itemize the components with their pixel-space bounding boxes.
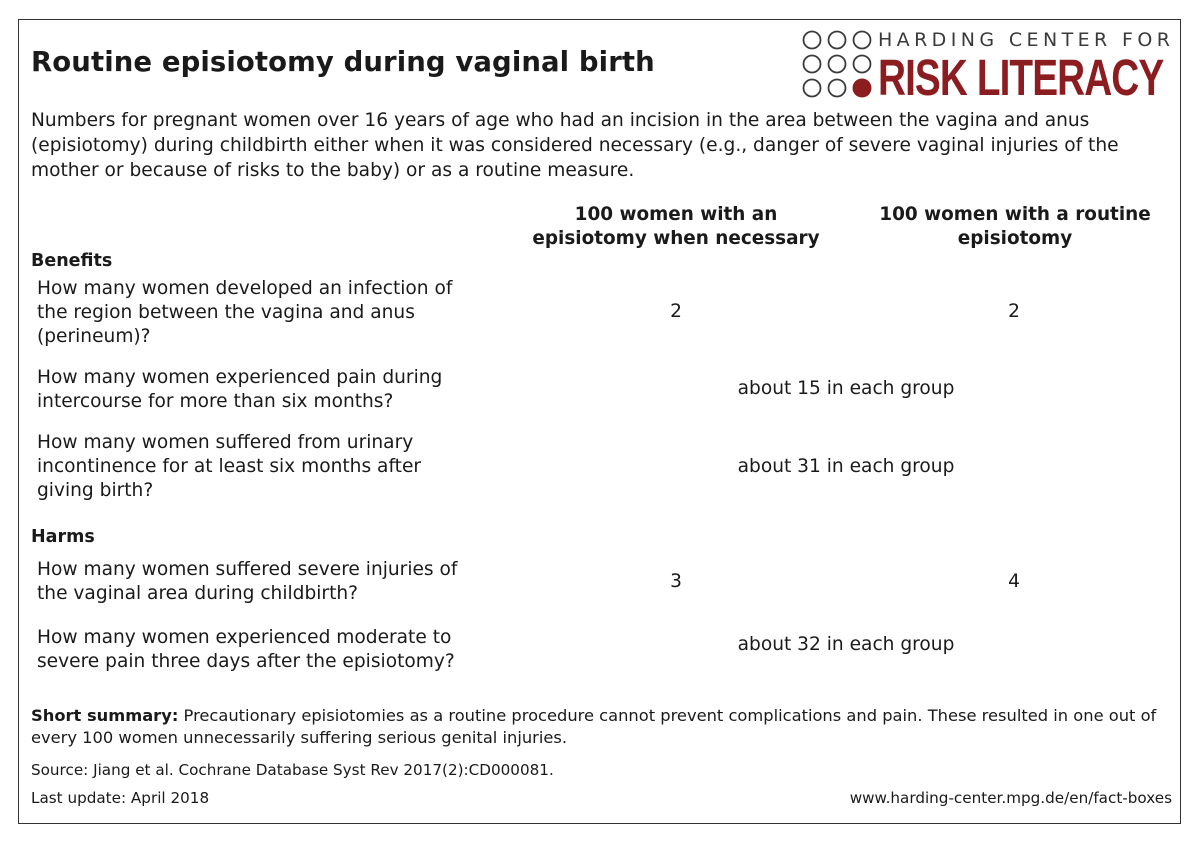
column-header-routine: 100 women with a routine episiotomy — [845, 203, 1185, 251]
question-line: intercourse for more than six months? — [37, 391, 394, 412]
last-update: Last update: April 2018 — [31, 789, 210, 807]
page-title: Routine episiotomy during vaginal birth — [31, 46, 655, 78]
question-line: incontinence for at least six months aft… — [37, 456, 422, 477]
question-line: How many women experienced moderate to — [37, 627, 452, 648]
harding-center-logo: HARDING CENTER FOR RISK LITERACY — [800, 28, 1175, 106]
column-header-line: 100 women with an — [574, 204, 778, 225]
question-line: giving birth? — [37, 480, 154, 501]
value-moderate-pain-both: about 32 in each group — [737, 634, 955, 655]
value-infection-necessary: 2 — [670, 301, 682, 322]
column-header-line: 100 women with a routine — [879, 204, 1151, 225]
fact-boxes-url[interactable]: www.harding-center.mpg.de/en/fact-boxes — [849, 789, 1172, 807]
question-line: severe pain three days after the episiot… — [37, 651, 455, 672]
value-severe-injuries-necessary: 3 — [670, 571, 682, 592]
column-header-necessary: 100 women with an episiotomy when necess… — [506, 203, 846, 251]
intro-text: Numbers for pregnant women over 16 years… — [31, 110, 1119, 181]
value-incontinence-both: about 31 in each group — [737, 456, 955, 477]
fact-box-frame — [18, 19, 1181, 824]
column-header-line: episiotomy — [957, 228, 1073, 249]
benefits-heading: Benefits — [31, 251, 113, 271]
summary-text: Precautionary episiotomies as a routine … — [31, 706, 1157, 747]
question-line: How many women suffered from urinary — [37, 432, 414, 453]
harm-question-moderate-pain: How many women experienced moderate to s… — [37, 626, 507, 674]
source-citation: Source: Jiang et al. Cochrane Database S… — [31, 761, 554, 779]
value-pain-intercourse-both: about 15 in each group — [737, 378, 955, 399]
benefit-question-incontinence: How many women suffered from urinary inc… — [37, 431, 507, 503]
question-line: (perineum)? — [37, 326, 151, 347]
question-line: the region between the vagina and anus — [37, 302, 415, 323]
benefit-question-pain-intercourse: How many women experienced pain during i… — [37, 366, 507, 414]
question-line: the vaginal area during childbirth? — [37, 583, 359, 604]
column-header-line: episiotomy when necessary — [532, 228, 820, 249]
harms-heading: Harms — [31, 527, 95, 547]
question-line: How many women experienced pain during — [37, 367, 443, 388]
short-summary: Short summary: Precautionary episiotomie… — [31, 705, 1176, 749]
logo-text-top: HARDING CENTER FOR — [878, 29, 1175, 51]
logo-text-main: RISK LITERACY — [878, 49, 1164, 106]
benefit-question-infection: How many women developed an infection of… — [37, 277, 507, 349]
summary-label: Short summary: — [31, 706, 179, 725]
value-severe-injuries-routine: 4 — [1008, 571, 1020, 592]
question-line: How many women suffered severe injuries … — [37, 559, 458, 580]
question-line: How many women developed an infection of — [37, 278, 453, 299]
harm-question-severe-injuries: How many women suffered severe injuries … — [37, 558, 507, 606]
value-infection-routine: 2 — [1008, 301, 1020, 322]
logo-dots-icon — [802, 30, 872, 98]
